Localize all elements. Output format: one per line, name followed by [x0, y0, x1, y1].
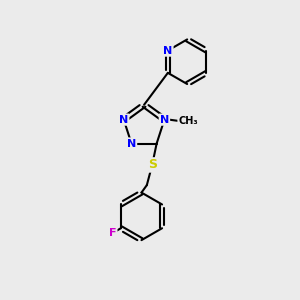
Text: CH₃: CH₃: [178, 116, 198, 126]
Text: N: N: [119, 115, 128, 124]
Text: N: N: [127, 139, 136, 148]
Text: N: N: [160, 115, 169, 124]
Text: S: S: [148, 158, 157, 171]
Text: N: N: [163, 46, 172, 56]
Text: F: F: [109, 228, 116, 238]
